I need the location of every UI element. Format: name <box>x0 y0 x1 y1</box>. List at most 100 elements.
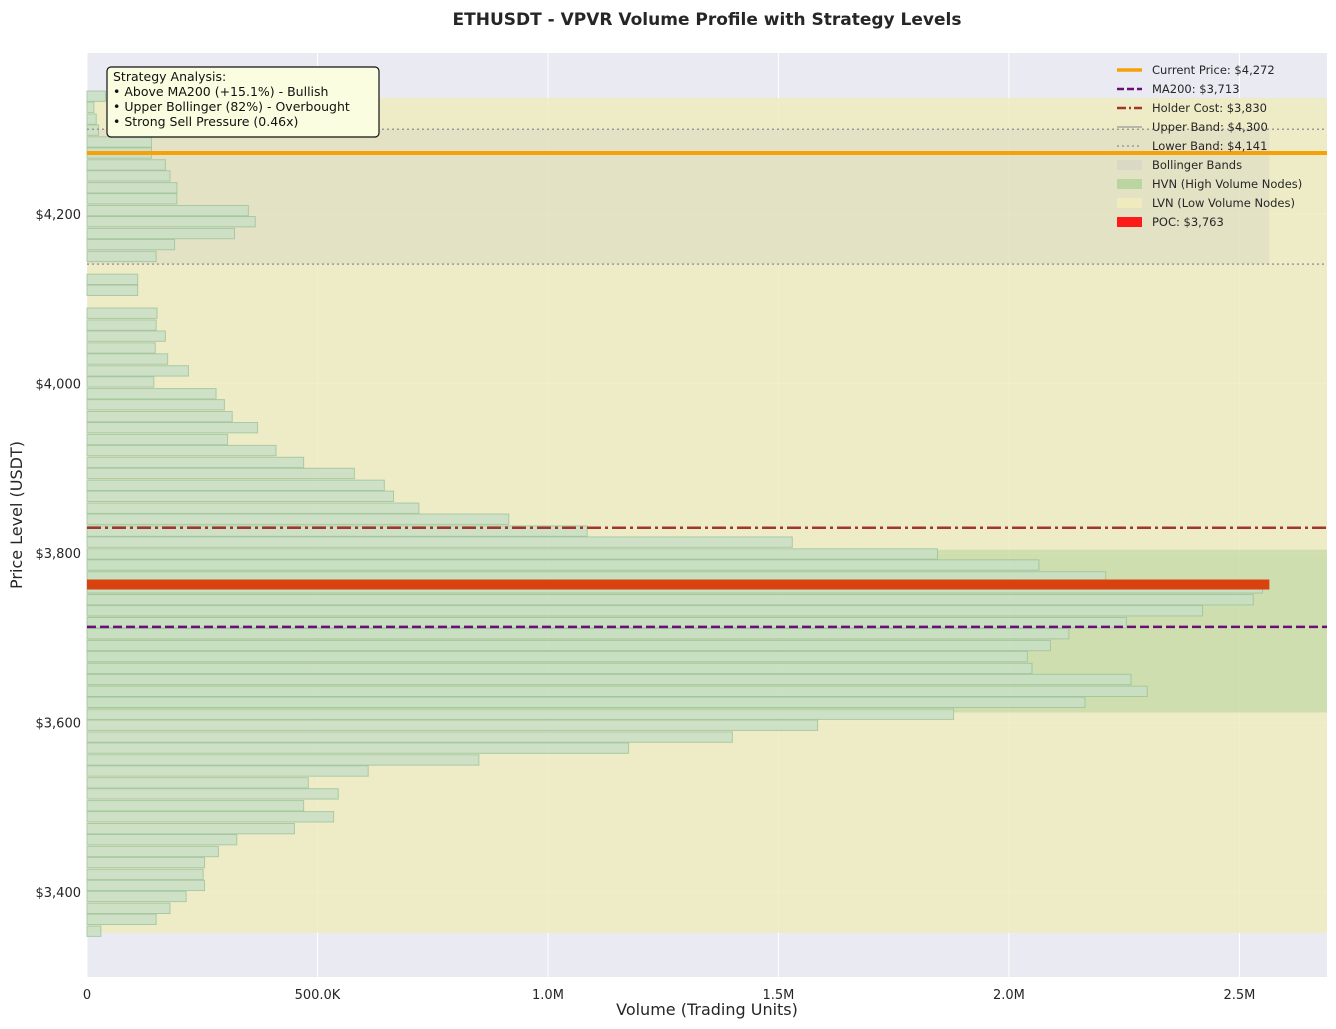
legend-item: Current Price: $4,272 <box>1117 63 1275 77</box>
volume-bar <box>86 502 420 514</box>
volume-bar <box>86 925 102 937</box>
legend-label: POC: $3,763 <box>1152 215 1224 229</box>
volume-bar <box>86 490 395 503</box>
volume-bar <box>86 628 1070 640</box>
volume-bar <box>86 890 187 903</box>
volume-bar <box>86 845 219 858</box>
poc-bar <box>87 579 1270 590</box>
annotation-line: • Strong Sell Pressure (0.46x) <box>113 114 298 129</box>
bollinger-zone <box>87 129 1270 265</box>
volume-bar <box>86 822 295 835</box>
volume-bar <box>86 159 166 171</box>
volume-bar <box>86 525 588 537</box>
volume-bar <box>86 124 100 136</box>
volume-bar <box>86 388 217 400</box>
volume-bar <box>86 708 955 720</box>
volume-bar <box>86 777 309 789</box>
volume-bar <box>86 227 236 240</box>
y-tick-label: $3,400 <box>36 886 82 901</box>
chart-title: ETHUSDT - VPVR Volume Profile with Strat… <box>453 10 962 30</box>
x-tick-label: 2.0M <box>993 988 1025 1003</box>
volume-bar <box>86 353 169 365</box>
volume-bar <box>86 101 95 113</box>
volume-bar <box>86 456 305 469</box>
legend-item: HVN (High Volume Nodes) <box>1117 177 1302 191</box>
volume-bar <box>86 834 238 846</box>
volume-bar <box>86 856 206 869</box>
volume-bar <box>86 250 157 263</box>
legend-patch <box>1117 217 1142 227</box>
annotation-line: • Above MA200 (+15.1%) - Bullish <box>113 84 328 99</box>
legend-label: Holder Cost: $3,830 <box>1152 101 1267 115</box>
y-tick-label: $4,000 <box>36 378 82 393</box>
y-tick-label: $3,800 <box>36 547 82 562</box>
volume-bar <box>86 788 339 800</box>
volume-bar <box>86 685 1148 697</box>
volume-bar <box>86 422 259 434</box>
volume-bar <box>86 902 171 915</box>
legend-item: Bollinger Bands <box>1117 158 1242 172</box>
volume-bar <box>86 307 158 319</box>
volume-bar <box>86 90 106 102</box>
volume-bar <box>86 913 157 926</box>
volume-bar <box>86 800 305 812</box>
volume-bar <box>86 731 733 743</box>
volume-bar <box>86 319 157 331</box>
legend-item: Holder Cost: $3,830 <box>1117 101 1267 115</box>
volume-bar <box>86 868 204 881</box>
volume-bar <box>86 662 1033 675</box>
volume-bar <box>86 238 176 251</box>
volume-bar <box>86 365 189 377</box>
volume-bar <box>86 182 178 194</box>
volume-bar <box>86 605 1204 617</box>
legend-label: LVN (Low Volume Nodes) <box>1152 196 1295 210</box>
volume-bar <box>86 742 630 754</box>
volume-bar <box>86 444 277 457</box>
volume-bar <box>86 273 139 286</box>
axis-ticks: 0 500.0K 1.0M 1.5M 2.0M 2.5M $3,400 $3,600 $3,80… <box>36 208 1256 1003</box>
y-tick-label: $3,600 <box>36 717 82 732</box>
volume-bar <box>86 673 1132 686</box>
volume-bar <box>86 696 1086 709</box>
volume-bar <box>86 376 155 388</box>
volume-bar <box>86 342 156 354</box>
volume-bar <box>86 193 178 205</box>
volume-bar <box>86 594 1254 606</box>
legend-patch <box>1117 179 1142 189</box>
x-tick-label: 1.0M <box>532 988 564 1003</box>
annotation-box <box>106 66 380 138</box>
volume-bar <box>86 467 355 480</box>
x-tick-label: 500.0K <box>295 988 341 1003</box>
volume-bar <box>86 879 206 892</box>
x-tick-label: 1.5M <box>763 988 795 1003</box>
legend-item: Lower Band: $4,141 <box>1117 139 1267 153</box>
x-tick-label: 0 <box>83 988 91 1003</box>
strategy-analysis-box: Strategy Analysis:• Above MA200 (+15.1%)… <box>106 66 380 138</box>
legend-patch <box>1117 160 1142 170</box>
volume-bar <box>86 113 97 125</box>
legend: Current Price: $4,272 MA200: $3,713 Holder… <box>1117 63 1302 229</box>
volume-bar <box>86 548 938 560</box>
volume-bar <box>86 216 256 228</box>
volume-bar <box>86 536 793 548</box>
volume-bar <box>86 811 335 823</box>
volume-bar <box>86 639 1051 652</box>
legend-patch <box>1117 198 1142 208</box>
volume-bar <box>86 410 233 423</box>
volume-bar <box>86 559 1040 571</box>
x-tick-label: 2.5M <box>1223 988 1255 1003</box>
volume-bar <box>86 399 225 411</box>
volume-bar <box>86 754 480 766</box>
volume-bar <box>86 616 1127 629</box>
y-axis-label: Price Level (USDT) <box>7 441 26 589</box>
legend-item: MA200: $3,713 <box>1117 82 1240 96</box>
volume-bar <box>86 765 369 777</box>
legend-label: MA200: $3,713 <box>1152 82 1240 96</box>
legend-item: Upper Band: $4,300 <box>1117 120 1268 134</box>
x-axis-label: Volume (Trading Units) <box>616 1000 798 1019</box>
legend-item: POC: $3,763 <box>1117 215 1224 229</box>
annotation-line: Strategy Analysis: <box>113 69 226 84</box>
annotation-line: • Upper Bollinger (82%) - Overbought <box>113 99 350 114</box>
legend-label: Bollinger Bands <box>1152 158 1242 172</box>
volume-bar <box>86 513 510 525</box>
